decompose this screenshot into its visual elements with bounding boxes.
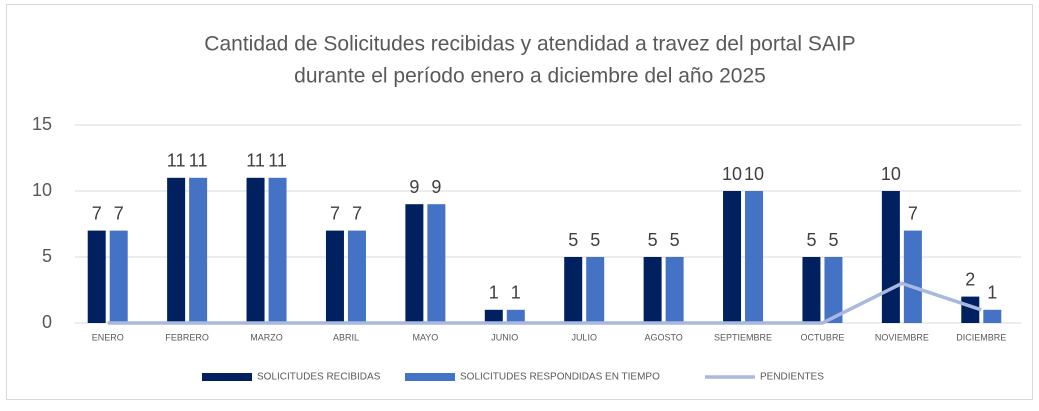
data-label: 5 xyxy=(806,230,816,250)
data-label: 7 xyxy=(114,203,124,223)
bar xyxy=(87,230,106,323)
x-tick-label: OCTUBRE xyxy=(800,332,844,342)
x-tick-label: MAYO xyxy=(412,332,438,342)
data-label: 1 xyxy=(987,283,997,303)
data-label: 7 xyxy=(908,203,918,223)
bar xyxy=(824,257,843,323)
bar xyxy=(189,177,208,323)
bar xyxy=(347,230,366,323)
data-label: 10 xyxy=(744,164,764,184)
bar xyxy=(903,230,922,323)
data-label: 5 xyxy=(670,230,680,250)
x-tick-label: SEPTIEMBRE xyxy=(714,332,772,342)
bar xyxy=(983,309,1002,323)
chart-title: durante el período enero a diciembre del… xyxy=(294,65,766,88)
data-label: 5 xyxy=(648,230,658,250)
legend-swatch xyxy=(202,373,252,381)
bar xyxy=(246,177,265,323)
chart-title: Cantidad de Solicitudes recibidas y aten… xyxy=(204,33,855,56)
data-label: 2 xyxy=(965,269,975,289)
x-tick-label: ENERO xyxy=(92,332,124,342)
data-label: 9 xyxy=(409,177,419,197)
data-label: 7 xyxy=(352,203,362,223)
line xyxy=(107,281,982,325)
bar xyxy=(643,257,662,323)
data-label: 11 xyxy=(246,151,265,171)
data-label: 5 xyxy=(590,230,600,250)
data-label: 10 xyxy=(722,164,742,184)
x-tick-label: ABRIL xyxy=(333,332,359,342)
y-tick-label: 10 xyxy=(32,180,52,200)
x-tick-label: JULIO xyxy=(571,332,597,342)
bar xyxy=(665,257,684,323)
bar xyxy=(881,191,900,323)
data-label: 7 xyxy=(92,203,102,223)
data-label: 11 xyxy=(268,151,287,171)
bar xyxy=(745,191,764,323)
data-label: 11 xyxy=(167,151,186,171)
bar xyxy=(564,257,583,323)
x-tick-label: FEBRERO xyxy=(165,332,209,342)
bar xyxy=(723,191,742,323)
data-label: 11 xyxy=(189,151,208,171)
x-tick-label: MARZO xyxy=(250,332,283,342)
legend-label: SOLICITUDES RESPONDIDAS EN TIEMPO xyxy=(460,372,660,383)
bar xyxy=(427,204,446,323)
legend-label: SOLICITUDES RECIBIDAS xyxy=(257,372,381,383)
bar xyxy=(405,204,424,323)
data-label: 5 xyxy=(828,230,838,250)
y-tick-label: 0 xyxy=(42,312,52,332)
bar xyxy=(167,177,186,323)
y-tick-label: 15 xyxy=(32,114,52,134)
x-tick-label: AGOSTO xyxy=(644,332,682,342)
bar xyxy=(268,177,287,323)
data-label: 10 xyxy=(881,164,901,184)
data-label: 7 xyxy=(330,203,340,223)
x-tick-label: DICIEMBRE xyxy=(956,332,1006,342)
bar xyxy=(506,309,525,323)
bar xyxy=(586,257,605,323)
legend-label: PENDIENTES xyxy=(760,372,824,383)
bar xyxy=(802,257,821,323)
bar xyxy=(109,230,128,323)
data-label: 1 xyxy=(511,283,521,303)
y-tick-label: 5 xyxy=(42,246,52,266)
data-label: 5 xyxy=(568,230,578,250)
legend-swatch xyxy=(405,373,455,381)
bar xyxy=(484,309,503,323)
x-tick-label: JUNIO xyxy=(491,332,518,342)
bar xyxy=(325,230,344,323)
x-tick-label: NOVIEMBRE xyxy=(875,332,929,342)
data-label: 9 xyxy=(431,177,441,197)
data-label: 1 xyxy=(489,283,499,303)
